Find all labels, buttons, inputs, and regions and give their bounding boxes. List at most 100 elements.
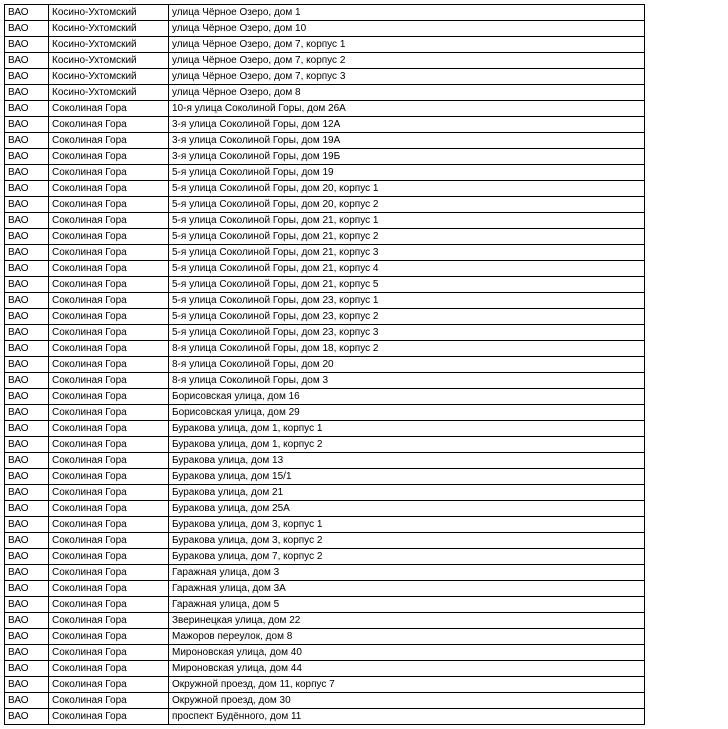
table-row: ВАОСоколиная ГораБуракова улица, дом 25А	[5, 501, 645, 517]
table-cell: ВАО	[5, 21, 49, 37]
table-row: ВАОСоколиная Гора5-я улица Соколиной Гор…	[5, 213, 645, 229]
table-cell: 5-я улица Соколиной Горы, дом 21, корпус…	[169, 261, 645, 277]
table-cell: Соколиная Гора	[49, 101, 169, 117]
table-cell: ВАО	[5, 37, 49, 53]
table-cell: Соколиная Гора	[49, 437, 169, 453]
table-cell: ВАО	[5, 213, 49, 229]
table-cell: Буракова улица, дом 13	[169, 453, 645, 469]
table-cell: Соколиная Гора	[49, 469, 169, 485]
table-cell: ВАО	[5, 389, 49, 405]
table-cell: ВАО	[5, 325, 49, 341]
table-row: ВАОСоколиная Гора5-я улица Соколиной Гор…	[5, 197, 645, 213]
table-row: ВАОСоколиная Гора5-я улица Соколиной Гор…	[5, 245, 645, 261]
table-cell: Соколиная Гора	[49, 677, 169, 693]
table-row: ВАОКосино-Ухтомскийулица Чёрное Озеро, д…	[5, 69, 645, 85]
table-cell: Соколиная Гора	[49, 645, 169, 661]
table-cell: ВАО	[5, 309, 49, 325]
table-row: ВАОКосино-Ухтомскийулица Чёрное Озеро, д…	[5, 53, 645, 69]
table-cell: Соколиная Гора	[49, 293, 169, 309]
table-cell: 5-я улица Соколиной Горы, дом 23, корпус…	[169, 309, 645, 325]
table-cell: 5-я улица Соколиной Горы, дом 21, корпус…	[169, 213, 645, 229]
table-cell: 5-я улица Соколиной Горы, дом 21, корпус…	[169, 277, 645, 293]
address-table-body: ВАОКосино-Ухтомскийулица Чёрное Озеро, д…	[5, 5, 645, 725]
table-cell: Соколиная Гора	[49, 197, 169, 213]
table-cell: ВАО	[5, 709, 49, 725]
table-cell: Буракова улица, дом 3, корпус 2	[169, 533, 645, 549]
table-cell: ВАО	[5, 677, 49, 693]
address-table: ВАОКосино-Ухтомскийулица Чёрное Озеро, д…	[4, 4, 645, 725]
table-cell: Соколиная Гора	[49, 373, 169, 389]
table-cell: Буракова улица, дом 21	[169, 485, 645, 501]
table-cell: 5-я улица Соколиной Горы, дом 23, корпус…	[169, 293, 645, 309]
table-row: ВАОСоколиная ГораЗверинецкая улица, дом …	[5, 613, 645, 629]
table-cell: ВАО	[5, 5, 49, 21]
table-cell: Буракова улица, дом 1, корпус 2	[169, 437, 645, 453]
table-cell: Гаражная улица, дом 3	[169, 565, 645, 581]
table-cell: ВАО	[5, 565, 49, 581]
table-cell: Мажоров переулок, дом 8	[169, 629, 645, 645]
table-cell: улица Чёрное Озеро, дом 7, корпус 2	[169, 53, 645, 69]
table-cell: Косино-Ухтомский	[49, 37, 169, 53]
table-row: ВАОСоколиная ГораБуракова улица, дом 1, …	[5, 421, 645, 437]
table-row: ВАОСоколиная ГораБуракова улица, дом 3, …	[5, 533, 645, 549]
table-cell: Соколиная Гора	[49, 565, 169, 581]
table-cell: Соколиная Гора	[49, 597, 169, 613]
table-cell: Гаражная улица, дом 5	[169, 597, 645, 613]
table-cell: ВАО	[5, 469, 49, 485]
table-cell: ВАО	[5, 101, 49, 117]
table-row: ВАОСоколиная Гора5-я улица Соколиной Гор…	[5, 229, 645, 245]
table-row: ВАОКосино-Ухтомскийулица Чёрное Озеро, д…	[5, 85, 645, 101]
table-cell: улица Чёрное Озеро, дом 8	[169, 85, 645, 101]
table-row: ВАОСоколиная Гора8-я улица Соколиной Гор…	[5, 341, 645, 357]
table-cell: ВАО	[5, 229, 49, 245]
table-cell: ВАО	[5, 293, 49, 309]
table-row: ВАОСоколиная Гора3-я улица Соколиной Гор…	[5, 117, 645, 133]
table-row: ВАОСоколиная Гора3-я улица Соколиной Гор…	[5, 133, 645, 149]
table-cell: 5-я улица Соколиной Горы, дом 20, корпус…	[169, 181, 645, 197]
table-row: ВАОКосино-Ухтомскийулица Чёрное Озеро, д…	[5, 37, 645, 53]
table-row: ВАОСоколиная ГораМироновская улица, дом …	[5, 645, 645, 661]
table-cell: улица Чёрное Озеро, дом 7, корпус 3	[169, 69, 645, 85]
table-cell: ВАО	[5, 261, 49, 277]
table-cell: ВАО	[5, 245, 49, 261]
table-cell: ВАО	[5, 85, 49, 101]
table-row: ВАОСоколиная ГораГаражная улица, дом 3А	[5, 581, 645, 597]
table-cell: Соколиная Гора	[49, 165, 169, 181]
table-cell: ВАО	[5, 533, 49, 549]
table-cell: Соколиная Гора	[49, 661, 169, 677]
table-row: ВАОСоколиная Гора10-я улица Соколиной Го…	[5, 101, 645, 117]
table-row: ВАОСоколиная ГораОкружной проезд, дом 30	[5, 693, 645, 709]
table-cell: Соколиная Гора	[49, 325, 169, 341]
table-row: ВАОСоколиная ГораБуракова улица, дом 21	[5, 485, 645, 501]
table-cell: Соколиная Гора	[49, 533, 169, 549]
table-cell: Соколиная Гора	[49, 501, 169, 517]
table-cell: Соколиная Гора	[49, 421, 169, 437]
table-cell: ВАО	[5, 69, 49, 85]
table-cell: ВАО	[5, 501, 49, 517]
table-cell: 3-я улица Соколиной Горы, дом 19Б	[169, 149, 645, 165]
table-cell: Соколиная Гора	[49, 117, 169, 133]
table-row: ВАОСоколиная ГораБорисовская улица, дом …	[5, 389, 645, 405]
table-cell: Соколиная Гора	[49, 213, 169, 229]
table-cell: Борисовская улица, дом 16	[169, 389, 645, 405]
table-cell: 10-я улица Соколиной Горы, дом 26А	[169, 101, 645, 117]
table-cell: Соколиная Гора	[49, 693, 169, 709]
table-cell: Борисовская улица, дом 29	[169, 405, 645, 421]
table-cell: Косино-Ухтомский	[49, 69, 169, 85]
table-cell: ВАО	[5, 549, 49, 565]
table-cell: ВАО	[5, 661, 49, 677]
table-cell: ВАО	[5, 517, 49, 533]
table-cell: ВАО	[5, 197, 49, 213]
table-cell: ВАО	[5, 181, 49, 197]
table-cell: Соколиная Гора	[49, 549, 169, 565]
table-cell: ВАО	[5, 117, 49, 133]
table-cell: 5-я улица Соколиной Горы, дом 21, корпус…	[169, 229, 645, 245]
table-row: ВАОСоколиная ГораМажоров переулок, дом 8	[5, 629, 645, 645]
table-cell: 8-я улица Соколиной Горы, дом 18, корпус…	[169, 341, 645, 357]
table-cell: Косино-Ухтомский	[49, 53, 169, 69]
table-cell: Соколиная Гора	[49, 133, 169, 149]
table-row: ВАОСоколиная ГораБуракова улица, дом 1, …	[5, 437, 645, 453]
table-cell: 3-я улица Соколиной Горы, дом 19А	[169, 133, 645, 149]
table-cell: Соколиная Гора	[49, 485, 169, 501]
table-cell: ВАО	[5, 277, 49, 293]
